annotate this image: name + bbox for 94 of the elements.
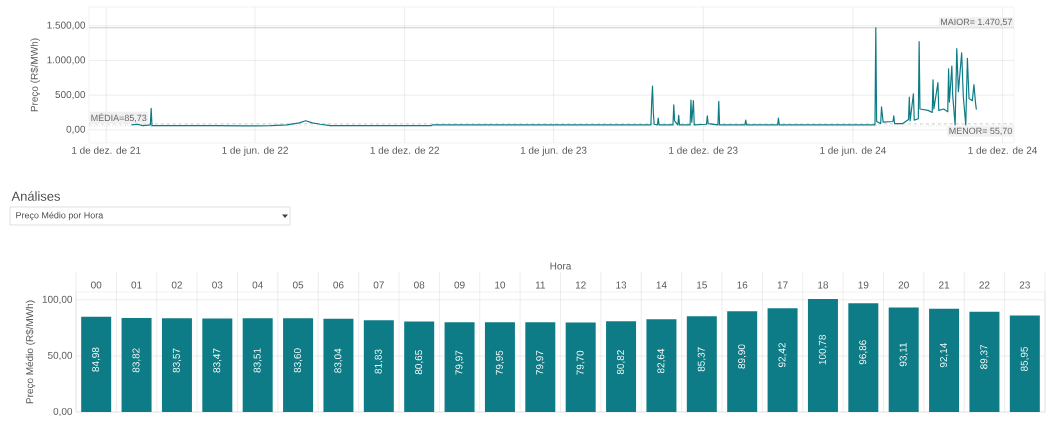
data-label: 92,42	[778, 343, 787, 367]
bar	[363, 320, 394, 412]
bar	[121, 318, 152, 412]
bar	[807, 298, 838, 412]
bar	[1009, 315, 1040, 412]
x-tick-label: 23	[1019, 281, 1030, 289]
x-tick-label: 05	[292, 281, 304, 289]
x-tick-label: 09	[454, 281, 465, 289]
bar	[323, 318, 354, 412]
data-label: 83,47	[213, 348, 222, 373]
bar	[81, 316, 112, 412]
data-label: 96,86	[859, 340, 868, 365]
bar	[767, 308, 798, 412]
data-label: 89,90	[738, 344, 747, 369]
x-tick-label: 11	[535, 281, 546, 289]
data-label: 100,78	[818, 335, 828, 365]
y-tick-label: 50,00	[47, 351, 73, 361]
bar	[161, 318, 192, 412]
x-tick-label: 03	[212, 281, 223, 289]
x-tick-label: 20	[898, 281, 909, 289]
y-axis-title: Preço Médio (R$/MWh)	[25, 300, 36, 404]
bar	[686, 316, 717, 412]
x-tick-label: 13	[616, 281, 627, 289]
bar	[283, 318, 314, 412]
data-label: 79,70	[576, 350, 585, 375]
x-axis-title: Hora	[550, 262, 572, 270]
x-tick-label: 22	[979, 281, 990, 289]
bar	[727, 311, 758, 412]
data-label: 85,95	[1020, 346, 1029, 372]
data-label: 83,60	[293, 348, 303, 373]
y-axis-title: Preço (R$/MWh)	[30, 38, 40, 112]
x-tick-label: 07	[373, 281, 384, 289]
bar	[888, 307, 919, 412]
x-tick-label: 19	[858, 281, 869, 289]
y-tick-label: 0,00	[66, 125, 86, 134]
bar	[646, 319, 677, 412]
ref-line-label: MÉDIA=85,73	[91, 113, 147, 123]
x-tick-label: 02	[171, 281, 182, 289]
x-tick-label: 1 de jun. de 22	[222, 146, 288, 156]
bar	[525, 322, 556, 412]
data-label: 83,82	[132, 348, 141, 373]
data-label: 85,37	[697, 347, 706, 372]
y-tick-label: 500,00	[55, 91, 86, 100]
bar	[848, 303, 879, 412]
data-label: 93,11	[899, 342, 908, 367]
data-label: 79,97	[455, 350, 464, 375]
x-tick-label: 1 de dez. de 21	[72, 146, 141, 154]
x-tick-label: 14	[656, 281, 667, 289]
x-tick-label: 17	[777, 281, 788, 289]
data-label: 83,51	[253, 348, 262, 373]
x-tick-label: 1 de dez. de 22	[370, 146, 439, 154]
y-tick-label: 0,00	[53, 407, 73, 417]
bar	[565, 322, 596, 412]
data-label: 80,65	[415, 350, 424, 375]
x-tick-label: 15	[697, 281, 707, 289]
bar	[606, 321, 637, 412]
bar	[484, 322, 515, 412]
x-tick-label: 18	[818, 281, 829, 289]
data-label: 79,95	[495, 350, 505, 375]
data-label: 83,04	[334, 348, 343, 373]
bar	[929, 308, 960, 412]
data-label: 92,14	[939, 342, 949, 368]
bar	[242, 318, 273, 412]
data-label: 80,82	[616, 350, 626, 375]
chart-title: Análises	[11, 191, 60, 201]
data-label: 89,37	[980, 344, 989, 369]
x-tick-label: 1 de jun. de 24	[820, 146, 886, 156]
x-tick-label: 1 de jun. de 23	[520, 146, 587, 156]
y-tick-label: 100,00	[42, 295, 73, 304]
x-tick-label: 06	[333, 281, 344, 289]
data-label: 83,57	[172, 348, 182, 373]
x-tick-label: 08	[414, 281, 425, 289]
data-label: 79,97	[536, 350, 545, 375]
data-label: 81,83	[374, 349, 383, 374]
x-tick-label: 00	[91, 281, 102, 289]
x-tick-label: 04	[252, 281, 263, 289]
bar	[444, 322, 475, 412]
data-label: 84,98	[92, 347, 101, 372]
ref-line-label: MENOR= 55,70	[949, 127, 1012, 136]
x-tick-label: 12	[575, 281, 586, 289]
x-tick-label: 16	[737, 281, 748, 289]
x-tick-label: 1 de dez. de 23	[669, 146, 738, 154]
bar	[404, 321, 435, 412]
bar	[202, 318, 233, 412]
x-tick-label: 21	[939, 281, 950, 289]
data-label: 82,64	[657, 348, 666, 374]
bar	[969, 311, 1000, 412]
y-tick-label: 1.000,00	[47, 56, 86, 65]
chart-subtitle: Preço Médio por Hora	[16, 211, 104, 221]
x-tick-label: 10	[495, 281, 506, 289]
y-tick-label: 1.500,00	[47, 21, 86, 30]
ref-line-label: MAIOR= 1.470,57	[941, 18, 1012, 27]
x-tick-label: 01	[131, 281, 142, 289]
x-tick-label: 1 de dez. de 24	[968, 146, 1038, 154]
